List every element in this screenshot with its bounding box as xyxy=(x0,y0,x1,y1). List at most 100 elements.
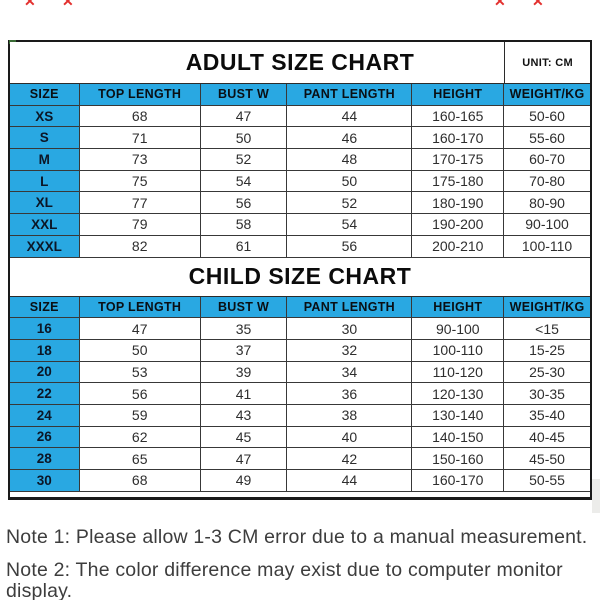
red-x-mark: ✕ xyxy=(24,0,36,9)
value-cell: 52 xyxy=(287,192,413,214)
column-header: WEIGHT/KG xyxy=(504,84,590,105)
value-cell: 56 xyxy=(201,192,288,214)
child-chart-title-row: CHILD SIZE CHART xyxy=(10,257,590,297)
value-cell: 71 xyxy=(80,127,201,149)
adult-size-table: SIZE TOP LENGTH BUST W PANT LENGTH HEIGHT WEI… xyxy=(10,84,590,258)
table-row: XL 77 56 52 180-190 80-90 xyxy=(10,192,590,215)
value-cell: 52 xyxy=(201,149,288,170)
value-cell: 75 xyxy=(80,170,201,192)
value-cell: 32 xyxy=(287,339,413,361)
size-cell: 22 xyxy=(10,383,80,404)
value-cell: 47 xyxy=(201,105,288,127)
value-cell: 180-190 xyxy=(412,192,505,214)
value-cell: 160-170 xyxy=(412,127,505,149)
child-size-table: SIZE TOP LENGTH BUST W PANT LENGTH HEIGHT WEI… xyxy=(10,296,590,492)
size-cell: 26 xyxy=(10,426,80,448)
table-row: 30 68 49 44 160-170 50-55 xyxy=(10,470,590,492)
value-cell: 15-25 xyxy=(529,342,565,359)
edge-artifact xyxy=(592,479,600,513)
column-header: HEIGHT xyxy=(412,84,505,105)
size-cell: 24 xyxy=(10,404,80,426)
size-cell: XL xyxy=(10,192,80,214)
value-cell: 150-160 xyxy=(412,448,505,469)
size-cell: L xyxy=(10,170,80,192)
value-cell: 50 xyxy=(80,339,201,361)
value-cell: 200-210 xyxy=(412,235,505,257)
value-cell: 54 xyxy=(287,214,413,235)
value-cell: <15 xyxy=(535,320,559,337)
table-row: 18 50 37 32 100-110 15-25 xyxy=(10,339,590,362)
value-cell: 100-110 xyxy=(521,238,573,255)
value-cell: 79 xyxy=(80,214,201,235)
column-header: WEIGHT/KG xyxy=(504,296,590,318)
value-cell: 38 xyxy=(287,404,413,426)
value-cell: 120-130 xyxy=(412,383,505,404)
value-cell: 55-60 xyxy=(529,129,565,146)
value-cell: 65 xyxy=(80,448,201,469)
value-cell: 56 xyxy=(80,383,201,404)
value-cell: 130-140 xyxy=(412,404,505,426)
size-cell: XXL xyxy=(10,214,80,235)
table-row: 26 62 45 40 140-150 40-45 xyxy=(10,426,590,449)
value-cell: 140-150 xyxy=(412,426,505,448)
value-cell: 35-40 xyxy=(529,407,565,424)
value-cell: 47 xyxy=(201,448,288,469)
value-cell: 34 xyxy=(287,361,413,383)
value-cell: 43 xyxy=(201,404,288,426)
size-cell: XS xyxy=(10,105,80,127)
value-cell: 160-165 xyxy=(412,105,505,127)
note-1: Note 1: Please allow 1-3 CM error due to… xyxy=(6,526,588,548)
adult-chart-title-row: ADULT SIZE CHART UNIT: CM xyxy=(10,42,590,84)
table-row: M 73 52 48 170-175 60-70 xyxy=(10,149,590,171)
value-cell: 25-30 xyxy=(529,363,565,380)
value-cell: 42 xyxy=(287,448,413,469)
value-cell: 70-80 xyxy=(529,173,565,190)
column-header: TOP LENGTH xyxy=(79,296,201,318)
value-cell: 37 xyxy=(201,339,288,361)
red-x-mark: ✕ xyxy=(494,0,506,9)
red-x-mark: ✕ xyxy=(62,0,74,9)
value-cell: 41 xyxy=(201,383,288,404)
value-cell: 47 xyxy=(80,318,201,339)
value-cell: 80-90 xyxy=(529,194,565,211)
red-x-mark: ✕ xyxy=(532,0,544,9)
value-cell: 50 xyxy=(201,127,288,149)
notes-block: Note 1: Please allow 1-3 CM error due to… xyxy=(6,527,600,600)
value-cell: 40 xyxy=(287,426,413,448)
value-cell: 45 xyxy=(201,426,288,448)
table-row: 16 47 35 30 90-100 <15 xyxy=(10,318,590,340)
adult-chart-title: ADULT SIZE CHART xyxy=(185,49,415,75)
column-header: TOP LENGTH xyxy=(79,84,201,105)
column-header: SIZE xyxy=(10,296,80,318)
value-cell: 68 xyxy=(80,470,201,491)
value-cell: 90-100 xyxy=(412,318,505,339)
value-cell: 50 xyxy=(287,170,413,192)
unit-label: UNIT: CM xyxy=(504,42,590,83)
size-cell: 18 xyxy=(10,339,80,361)
table-row: 24 59 43 38 130-140 35-40 xyxy=(10,404,590,427)
value-cell: 100-110 xyxy=(412,339,505,361)
value-cell: 44 xyxy=(287,470,413,491)
value-cell: 36 xyxy=(287,383,413,404)
value-cell: 30-35 xyxy=(529,385,565,402)
value-cell: 35 xyxy=(201,318,288,339)
child-size-chart-section: CHILD SIZE CHART SIZE TOP LENGTH BUST W PAN… xyxy=(10,257,590,492)
value-cell: 160-170 xyxy=(412,470,505,491)
table-row: 28 65 47 42 150-160 45-50 xyxy=(10,448,590,470)
value-cell: 58 xyxy=(201,214,288,235)
value-cell: 56 xyxy=(287,235,413,257)
value-cell: 39 xyxy=(201,361,288,383)
size-cell: 16 xyxy=(10,318,80,339)
value-cell: 68 xyxy=(80,105,201,127)
header-row: SIZE TOP LENGTH BUST W PANT LENGTH HEIGHT WEI… xyxy=(10,296,590,319)
column-header: BUST W xyxy=(200,84,288,105)
size-cell: XXXL xyxy=(10,235,80,257)
value-cell: 50-55 xyxy=(529,472,565,489)
value-cell: 62 xyxy=(80,426,201,448)
value-cell: 77 xyxy=(80,192,201,214)
value-cell: 59 xyxy=(80,404,201,426)
column-header: HEIGHT xyxy=(412,296,505,318)
header-row: SIZE TOP LENGTH BUST W PANT LENGTH HEIGHT WEI… xyxy=(10,84,590,106)
value-cell: 110-120 xyxy=(412,361,505,383)
